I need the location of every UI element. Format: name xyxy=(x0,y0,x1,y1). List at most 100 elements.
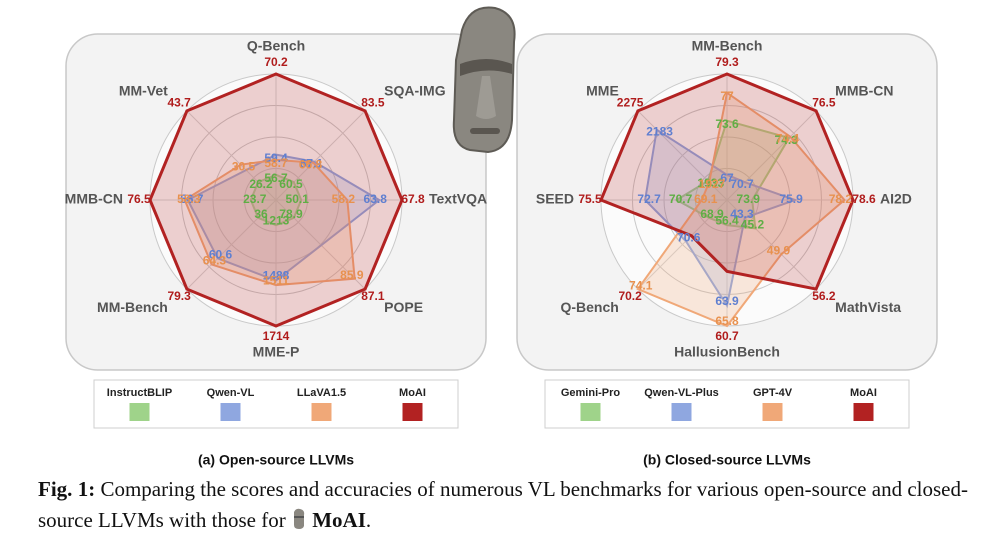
value-label: 65.8 xyxy=(715,314,739,328)
value-label: 73.9 xyxy=(737,192,761,206)
caption: Fig. 1: Comparing the scores and accurac… xyxy=(38,474,968,536)
legend-box xyxy=(544,379,910,429)
value-label: 58.7 xyxy=(264,156,288,170)
value-label: 78.6 xyxy=(852,192,876,206)
value-label: 68.9 xyxy=(700,207,724,221)
legend-label: LLaVA1.5 xyxy=(297,387,346,399)
legend-swatch xyxy=(762,403,783,421)
value-label: 56.2 xyxy=(812,289,836,303)
value-label: 1714 xyxy=(263,329,290,343)
value-label: 74.4 xyxy=(776,132,800,146)
value-label: 26.2 xyxy=(249,177,273,191)
legend-swatch xyxy=(129,403,150,421)
legend-box xyxy=(93,379,459,429)
radar-spoke xyxy=(186,199,277,290)
caption-label: Fig. 1: xyxy=(38,477,96,501)
axis-label: AI2D xyxy=(880,191,912,207)
legend-swatch xyxy=(220,403,241,421)
value-label: 23.7 xyxy=(243,192,267,206)
axis-label: MMB-CN xyxy=(835,83,893,99)
axis-label: TextVQA xyxy=(429,191,487,207)
legend-swatch xyxy=(580,403,601,421)
value-label: 58.3 xyxy=(177,192,201,206)
value-label: 60.6 xyxy=(209,248,233,262)
value-label: 49.9 xyxy=(767,244,791,258)
value-label: 64.3 xyxy=(203,254,227,268)
value-label: 87.1 xyxy=(361,289,385,303)
value-label: 2183 xyxy=(646,125,673,139)
legend-label: GPT-4V xyxy=(753,387,793,399)
value-label: 74.3 xyxy=(775,133,799,147)
series-polygon xyxy=(186,153,381,282)
radar-spoke xyxy=(726,110,817,201)
value-label: 70.2 xyxy=(264,55,288,69)
caption-model: MoAI xyxy=(312,508,366,532)
legend-swatch xyxy=(853,403,874,421)
radar-spoke xyxy=(726,199,817,290)
chart-subtitle: (b) Closed-source LLVMs xyxy=(643,452,811,468)
series-polygon xyxy=(148,72,404,328)
value-label: 2275 xyxy=(617,95,644,109)
axis-label: MathVista xyxy=(835,299,901,315)
value-label: 50.1 xyxy=(286,192,310,206)
value-label: 70.6 xyxy=(677,230,701,244)
value-label: 67.1 xyxy=(300,157,324,171)
value-label: 70.7 xyxy=(730,177,754,191)
axis-label: Q-Bench xyxy=(247,38,305,54)
value-label: 67.8 xyxy=(401,192,425,206)
legend-label: Qwen-VL-Plus xyxy=(644,387,719,399)
value-label: 63.9 xyxy=(715,294,739,308)
value-label: 73.6 xyxy=(715,117,739,131)
value-label: 43.7 xyxy=(167,95,191,109)
value-label: 78.2 xyxy=(829,192,853,206)
value-label: 59.4 xyxy=(264,151,288,165)
value-label: 1511 xyxy=(263,273,289,287)
value-label: 85.9 xyxy=(340,268,364,282)
value-label: 72.7 xyxy=(637,192,661,206)
series-polygon xyxy=(636,91,846,328)
value-label: 75.9 xyxy=(779,192,803,206)
value-label: 56.7 xyxy=(180,192,204,206)
axis-label: MME-P xyxy=(253,344,300,360)
axis-label: POPE xyxy=(384,299,423,315)
moai-inline-icon xyxy=(293,508,305,529)
axis-label: SQA-IMG xyxy=(384,83,446,99)
value-label: 79.3 xyxy=(167,289,191,303)
radar-spoke xyxy=(637,199,728,290)
axis-label: MMB-CN xyxy=(65,191,123,207)
value-label: 83.5 xyxy=(361,95,385,109)
radar-spoke xyxy=(186,110,277,201)
value-label: 70.7 xyxy=(669,192,693,206)
value-label: 74.1 xyxy=(629,278,653,292)
value-label: 56.4 xyxy=(715,213,739,227)
axis-label: SEED xyxy=(536,191,574,207)
legend-label: Qwen-VL xyxy=(207,387,255,399)
series-polygon xyxy=(249,173,303,227)
value-label: 60.5 xyxy=(279,177,303,191)
value-label: 67 xyxy=(720,171,734,185)
axis-label: MME xyxy=(586,83,619,99)
value-label: 43.3 xyxy=(730,207,754,221)
series-polygon xyxy=(644,128,799,309)
radar-spoke xyxy=(637,110,728,201)
axis-label: MM-Bench xyxy=(97,299,168,315)
legend-label: MoAI xyxy=(850,387,877,399)
legend-swatch xyxy=(311,403,332,421)
caption-text: Comparing the scores and accuracies of n… xyxy=(38,477,968,532)
chart-subtitle: (a) Open-source LLVMs xyxy=(198,452,354,468)
series-polygon xyxy=(183,158,356,287)
value-label: 66.8 xyxy=(299,158,323,172)
axis-label: MM-Vet xyxy=(119,83,168,99)
legend-swatch xyxy=(671,403,692,421)
legend-swatch xyxy=(402,403,423,421)
value-label: 76.5 xyxy=(127,192,151,206)
value-label: 1488 xyxy=(263,269,290,283)
legend-label: InstructBLIP xyxy=(107,387,172,399)
value-label: 36 xyxy=(254,207,268,221)
axis-label: MM-Bench xyxy=(692,38,763,54)
legend-label: MoAI xyxy=(399,387,426,399)
value-label: 69.1 xyxy=(694,192,718,206)
moai-icon xyxy=(452,6,516,154)
